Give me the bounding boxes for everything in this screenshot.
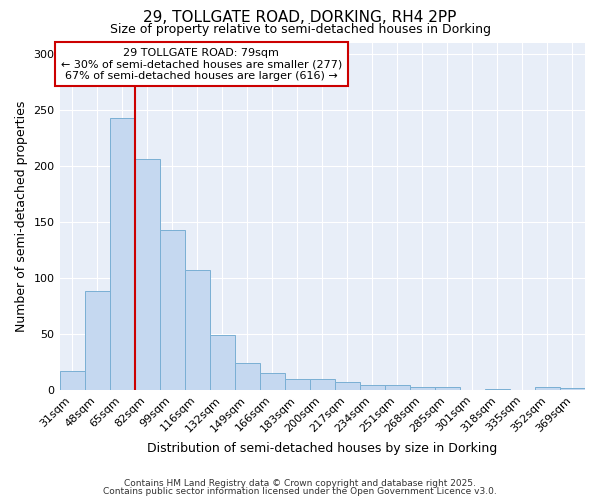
Bar: [385, 386, 410, 390]
Bar: [260, 373, 285, 390]
Bar: [110, 118, 134, 390]
Bar: [360, 386, 385, 390]
X-axis label: Distribution of semi-detached houses by size in Dorking: Distribution of semi-detached houses by …: [147, 442, 497, 455]
Bar: [285, 378, 310, 390]
Bar: [485, 389, 510, 390]
Bar: [160, 230, 185, 390]
Bar: [209, 335, 235, 390]
Bar: [560, 388, 585, 390]
Bar: [185, 270, 209, 390]
Bar: [310, 378, 335, 390]
Bar: [134, 159, 160, 390]
Text: Contains public sector information licensed under the Open Government Licence v3: Contains public sector information licen…: [103, 487, 497, 496]
Bar: [435, 386, 460, 390]
Text: 29 TOLLGATE ROAD: 79sqm
← 30% of semi-detached houses are smaller (277)
67% of s: 29 TOLLGATE ROAD: 79sqm ← 30% of semi-de…: [61, 48, 342, 81]
Bar: [335, 382, 360, 390]
Bar: [235, 363, 260, 390]
Text: Contains HM Land Registry data © Crown copyright and database right 2025.: Contains HM Land Registry data © Crown c…: [124, 478, 476, 488]
Bar: [59, 371, 85, 390]
Text: Size of property relative to semi-detached houses in Dorking: Size of property relative to semi-detach…: [110, 22, 491, 36]
Bar: [535, 386, 560, 390]
Bar: [410, 386, 435, 390]
Y-axis label: Number of semi-detached properties: Number of semi-detached properties: [15, 100, 28, 332]
Text: 29, TOLLGATE ROAD, DORKING, RH4 2PP: 29, TOLLGATE ROAD, DORKING, RH4 2PP: [143, 10, 457, 25]
Bar: [85, 292, 110, 390]
